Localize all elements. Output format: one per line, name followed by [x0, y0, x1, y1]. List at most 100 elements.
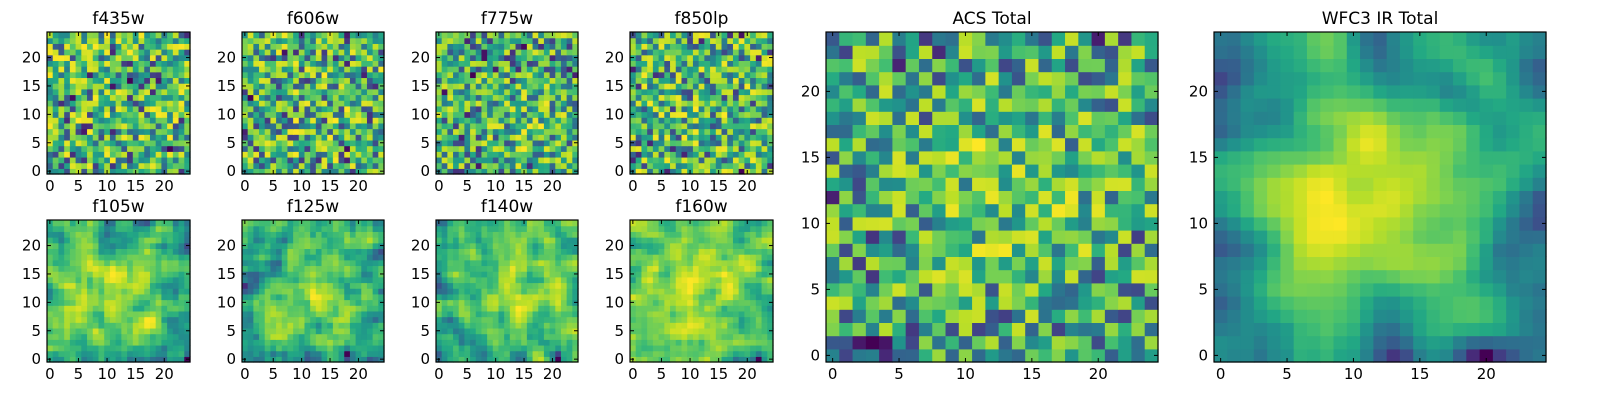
heatmap-cell	[475, 43, 483, 50]
heatmap-cell	[652, 60, 660, 67]
heatmap-cell	[492, 276, 500, 284]
heatmap-cell	[276, 66, 283, 73]
heatmap-cell	[361, 37, 368, 44]
heatmap-cell	[172, 237, 180, 244]
heatmap-cell	[270, 117, 277, 124]
heatmap-cell	[144, 344, 151, 352]
heatmap-cell	[481, 225, 488, 232]
heatmap-cell	[727, 54, 734, 61]
heatmap-cell	[52, 220, 60, 227]
heatmap-cell	[98, 237, 105, 244]
heatmap-cell	[515, 128, 522, 135]
heatmap-cell	[115, 242, 122, 249]
heatmap-cell	[276, 60, 283, 67]
heatmap-cell	[167, 37, 174, 44]
heatmap-cell	[470, 49, 477, 56]
heatmap-cell	[144, 134, 151, 141]
heatmap-cell	[532, 105, 539, 113]
heatmap-cell	[572, 43, 579, 50]
heatmap-cell	[104, 128, 111, 135]
heatmap-cell	[487, 43, 494, 50]
heatmap-cell	[64, 316, 71, 323]
heatmap-cell	[247, 282, 254, 289]
heatmap-cell	[681, 310, 688, 318]
heatmap-cell	[475, 37, 483, 44]
heatmap-cell	[281, 100, 289, 107]
heatmap-cell	[687, 151, 694, 158]
heatmap-cell	[361, 94, 368, 101]
heatmap-cell	[253, 49, 260, 56]
heatmap-cell	[321, 94, 328, 101]
heatmap-cell	[475, 259, 483, 267]
heatmap-cell	[487, 259, 494, 267]
heatmap-cell	[161, 139, 168, 147]
heatmap-cell	[52, 248, 60, 255]
heatmap-cell	[675, 316, 683, 323]
heatmap-cell	[727, 122, 734, 130]
heatmap-cell	[264, 237, 271, 244]
heatmap-cell	[509, 333, 517, 340]
heatmap-cell	[732, 49, 740, 56]
heatmap-cell	[109, 333, 117, 340]
heatmap-cell	[470, 282, 477, 289]
heatmap-cell	[149, 327, 157, 335]
heatmap-cell	[304, 168, 311, 175]
heatmap-cell	[178, 77, 185, 84]
heatmap-cell	[458, 83, 465, 90]
heatmap-cell	[572, 37, 579, 44]
heatmap-cell	[538, 293, 545, 301]
heatmap-cell	[52, 77, 60, 84]
heatmap-cells	[47, 220, 191, 363]
heatmap-cell	[121, 100, 128, 107]
heatmap-cell	[572, 94, 579, 101]
heatmap-cell	[481, 49, 488, 56]
heatmap-cell	[447, 94, 454, 101]
heatmap-cell	[109, 43, 117, 50]
heatmap-cell	[464, 37, 471, 44]
heatmap-cell	[58, 225, 65, 232]
heatmap-cell	[132, 162, 140, 169]
heatmap-cell	[692, 83, 700, 90]
heatmap-cell	[304, 122, 311, 130]
heatmap-cell	[378, 259, 385, 267]
heatmap-cell	[270, 49, 277, 56]
heatmap-cell	[69, 356, 77, 363]
heatmap-cell	[538, 333, 545, 340]
heatmap-cell	[635, 299, 643, 306]
heatmap-cell	[481, 117, 488, 124]
heatmap-cell	[658, 94, 665, 101]
heatmap-cell	[161, 94, 168, 101]
heatmap-cell	[549, 117, 556, 124]
heatmap-cell	[58, 248, 65, 255]
heatmap-cell	[69, 105, 77, 113]
heatmap-cell	[664, 162, 671, 169]
heatmap-cell	[355, 339, 362, 346]
heatmap-cell	[75, 139, 82, 147]
y-tick-label: 20	[605, 49, 624, 67]
heatmap-cell	[721, 105, 728, 113]
heatmap-cell	[242, 43, 249, 50]
heatmap-cell	[338, 128, 345, 135]
heatmap-cell	[755, 77, 763, 84]
heatmap-cell	[732, 111, 740, 118]
heatmap-cell	[481, 316, 488, 323]
heatmap-cell	[572, 344, 579, 352]
x-tick-label: 20	[155, 177, 174, 195]
heatmap-cell	[109, 94, 117, 101]
heatmap-cell	[687, 282, 694, 289]
heatmap-cell	[138, 71, 145, 79]
heatmap-cell	[504, 111, 511, 118]
heatmap-cell	[549, 333, 556, 340]
heatmap-cell	[149, 111, 157, 118]
heatmap-cell	[253, 327, 260, 335]
heatmap-cell	[253, 117, 260, 124]
heatmap-cell	[509, 316, 517, 323]
heatmap-cell	[761, 32, 768, 39]
heatmap-cell	[98, 356, 105, 363]
heatmap-cell	[526, 77, 534, 84]
heatmap-cell	[670, 151, 677, 158]
heatmap-cell	[470, 37, 477, 44]
heatmap-cell	[498, 66, 505, 73]
heatmap-cell	[487, 254, 494, 261]
heatmap-cell	[560, 299, 568, 306]
